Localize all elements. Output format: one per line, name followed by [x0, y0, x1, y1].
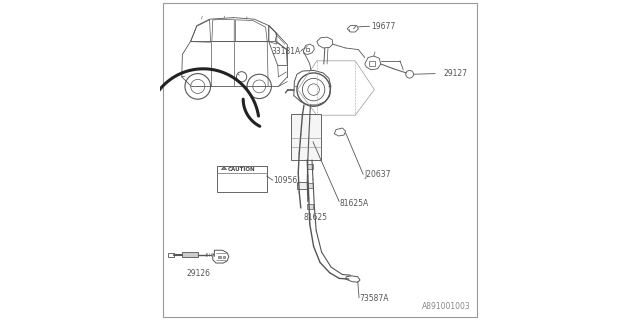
Bar [217, 166, 266, 192]
Bar [297, 182, 308, 189]
Bar [182, 252, 198, 257]
Bar [218, 256, 221, 258]
Bar [306, 48, 310, 51]
Text: A891001003: A891001003 [422, 302, 470, 311]
Text: 29127: 29127 [443, 69, 467, 78]
Bar [307, 164, 313, 169]
Text: J20637: J20637 [365, 170, 391, 179]
Bar [291, 114, 321, 160]
Text: 73587A: 73587A [360, 294, 389, 303]
Text: 29126: 29126 [186, 269, 211, 278]
Bar [168, 253, 174, 257]
Text: 33181A: 33181A [271, 47, 300, 56]
Bar [303, 139, 313, 145]
Bar [369, 61, 375, 66]
Text: 81625: 81625 [303, 213, 327, 222]
Text: CAUTION: CAUTION [228, 167, 255, 172]
Text: 19677: 19677 [371, 22, 396, 31]
Bar [307, 183, 313, 188]
Bar [217, 166, 266, 173]
Polygon shape [221, 166, 227, 170]
Text: 10956: 10956 [274, 176, 298, 185]
Bar [223, 256, 225, 258]
Bar [307, 204, 313, 209]
Text: 81625A: 81625A [340, 199, 369, 208]
